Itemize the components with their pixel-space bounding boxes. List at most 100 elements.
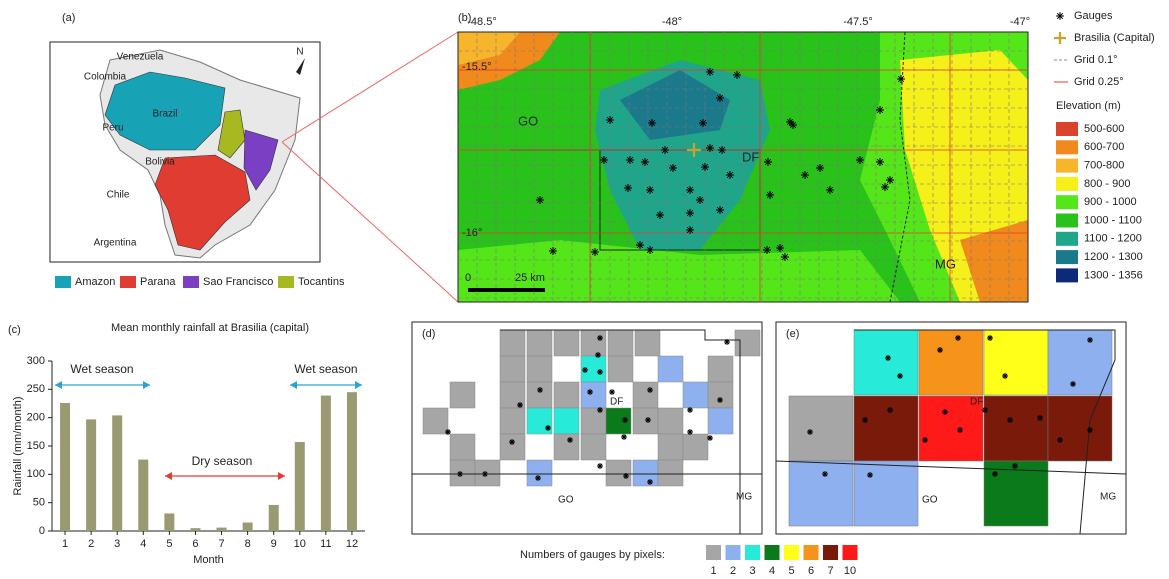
pixel-cell <box>581 330 606 356</box>
gauge <box>876 106 884 114</box>
gauge <box>597 407 603 413</box>
gauge <box>1087 427 1093 433</box>
gauge <box>582 367 588 373</box>
bar <box>138 460 148 531</box>
x-tick-label: 7 <box>218 538 224 550</box>
country-label: Bolivia <box>145 157 175 168</box>
pixel-cell <box>683 434 708 460</box>
gauge <box>886 176 894 184</box>
lon-tick: -47.5° <box>843 16 872 28</box>
gauge <box>856 156 864 164</box>
legend-label: Gauges <box>1074 10 1113 22</box>
pixel-cell <box>854 396 918 461</box>
pixel-cell <box>608 330 633 356</box>
pixel-cell <box>581 434 606 460</box>
gauge <box>766 191 774 199</box>
gauge <box>718 146 726 154</box>
lat-tick: -16° <box>462 227 482 239</box>
pixel-cell <box>500 356 525 382</box>
figure: (a)NVenezuelaColombiaPeruBrazilBoliviaCh… <box>0 0 1169 579</box>
chart-title: Mean monthly rainfall at Brasilia (capit… <box>111 322 309 334</box>
legend-label: Sao Francisco <box>203 276 273 288</box>
lon-tick: -48.5° <box>467 16 496 28</box>
gauge <box>669 164 677 172</box>
gauge <box>600 156 608 164</box>
legend-label: 1100 - 1200 <box>1084 233 1142 245</box>
legend-label: 1300 - 1356 <box>1084 269 1143 281</box>
gauge <box>457 471 463 477</box>
pixel-cell <box>527 382 552 408</box>
gauge <box>597 369 603 375</box>
gauge <box>801 171 809 179</box>
country-label: Colombia <box>84 72 127 83</box>
legend-label: 10 <box>844 565 856 577</box>
gauge <box>862 417 868 423</box>
pixel-cell <box>500 434 525 460</box>
pixel-cell <box>789 396 853 461</box>
gauge <box>686 226 694 234</box>
bar <box>60 403 70 531</box>
y-tick-label: 100 <box>27 468 45 480</box>
panel-label: (d) <box>422 328 435 340</box>
scale-label: 0 <box>465 272 471 284</box>
bar <box>243 523 253 532</box>
gauge <box>595 352 601 358</box>
pixel-swatch <box>706 545 721 560</box>
gauge <box>621 434 627 440</box>
pixel-cell <box>708 382 733 408</box>
gauge <box>781 253 789 261</box>
pixel-swatch <box>745 545 760 560</box>
region-label: GO <box>558 495 574 506</box>
elevation-swatch <box>1056 195 1078 209</box>
elevation-swatch <box>1056 268 1078 282</box>
gauge <box>763 246 771 254</box>
pixel-cell <box>527 460 552 486</box>
gauge <box>647 387 653 393</box>
gauge <box>686 186 694 194</box>
elevation-swatch <box>1056 250 1078 264</box>
y-tick-label: 250 <box>27 383 45 395</box>
bar <box>347 392 357 531</box>
gauge <box>807 429 813 435</box>
gauge <box>1037 415 1043 421</box>
gauge <box>706 144 714 152</box>
x-tick-label: 2 <box>88 538 94 550</box>
pixel-cell <box>683 382 708 408</box>
gauge <box>609 389 615 395</box>
legend-label: Brasilia (Capital) <box>1074 32 1155 44</box>
region-label: DF <box>610 397 623 408</box>
gauge <box>647 479 653 485</box>
legend-label: Grid 0.25° <box>1074 76 1124 88</box>
x-axis-label: Month <box>193 554 224 566</box>
gauge <box>696 196 704 204</box>
x-tick-label: 9 <box>271 538 277 550</box>
legend-label: 1000 - 1100 <box>1084 214 1142 226</box>
gauge <box>982 407 988 413</box>
pixel-cell <box>1048 396 1112 461</box>
gauge <box>646 186 654 194</box>
annotation: Wet season <box>70 362 133 376</box>
region-label: MG <box>1100 492 1116 503</box>
legend-label: 6 <box>808 565 814 577</box>
elevation-swatch <box>1056 214 1078 228</box>
gauge <box>716 94 724 102</box>
legend-swatch <box>278 276 294 288</box>
lat-tick: -15.5° <box>462 61 491 73</box>
y-tick-label: 200 <box>27 412 45 424</box>
gauge <box>482 471 488 477</box>
legend-title: Numbers of gauges by pixels: <box>520 549 665 561</box>
gauge <box>597 335 603 341</box>
region-label: MG <box>935 256 956 271</box>
pixel-cell <box>984 330 1048 395</box>
x-tick-label: 5 <box>166 538 172 550</box>
region-label: GO <box>518 113 538 128</box>
pixel-swatch <box>804 545 819 560</box>
pixel-swatch <box>823 545 838 560</box>
gauge <box>887 407 893 413</box>
gauge <box>885 355 891 361</box>
gauge <box>591 248 599 256</box>
pixel-cell <box>635 330 660 356</box>
gauge <box>724 339 730 345</box>
x-tick-label: 1 <box>62 538 68 550</box>
gauge <box>822 471 828 477</box>
